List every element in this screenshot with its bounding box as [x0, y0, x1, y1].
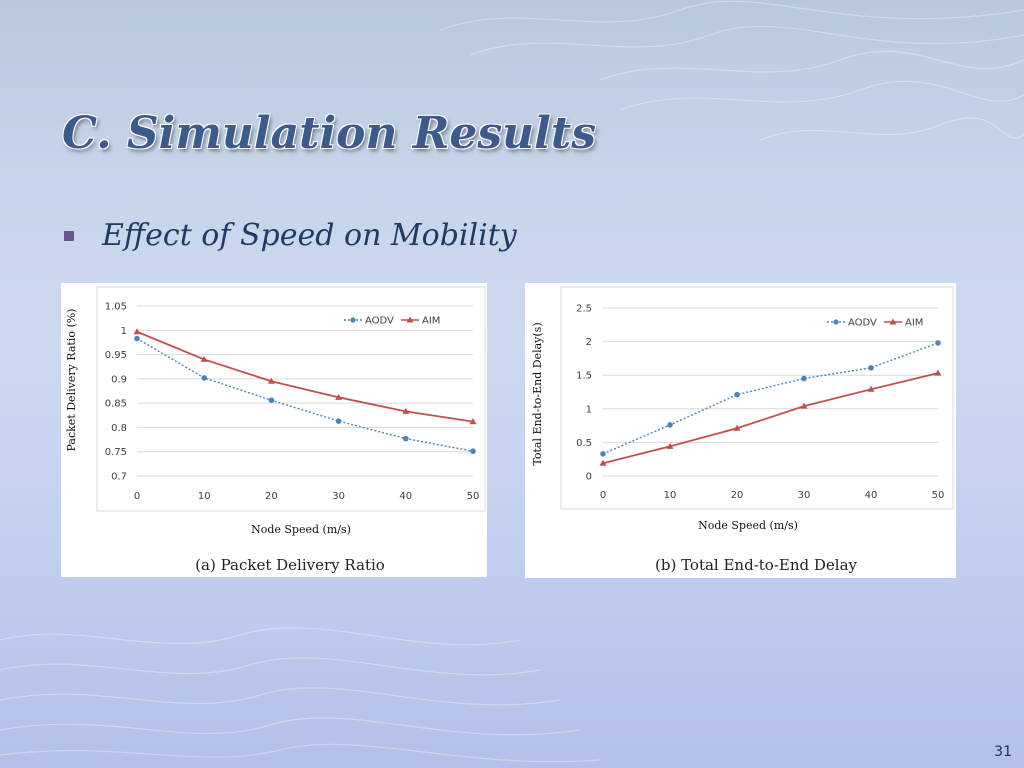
slide-number: 31 — [994, 744, 1012, 760]
data-point-aim — [599, 459, 607, 466]
y-tick-label: 0.5 — [576, 438, 592, 449]
data-point-aodv — [268, 397, 275, 404]
chart-frame — [96, 286, 486, 512]
data-point-aodv — [801, 375, 807, 382]
data-point-aim — [867, 385, 875, 392]
data-point-aodv — [335, 418, 342, 424]
legend-label-aodv: AODV — [365, 316, 394, 327]
chart-end-to-end-delay: 0 0.5 1 1.5 2 2.5 0 10 20 30 40 50 AODV AIM Node Speed… — [531, 286, 954, 574]
x-tick-label: 40 — [865, 490, 878, 501]
figure-caption: (b) Total End-to-End Delay — [655, 556, 858, 574]
square-bullet-icon — [64, 230, 74, 241]
x-tick-label: 0 — [134, 491, 140, 502]
data-point-aim — [335, 393, 343, 400]
bullet-text: Effect of Speed on Mobility — [102, 218, 517, 253]
data-point-aim — [200, 355, 208, 362]
data-point-aodv — [600, 451, 606, 457]
data-point-aodv — [935, 340, 941, 346]
legend-marker-aodv — [350, 317, 356, 323]
slide-title: C. Simulation Results — [62, 108, 596, 159]
figure-packet-delivery-ratio: 0.7 0.75 0.8 0.85 0.9 0.95 1 1.05 0 10 20 30 40 50 AOD… — [61, 283, 487, 577]
bullet-item: Effect of Speed on Mobility — [64, 218, 517, 253]
legend-marker-aodv — [833, 319, 839, 325]
figure-caption: (a) Packet Delivery Ratio — [195, 556, 385, 574]
y-tick-label: 0.75 — [105, 447, 127, 458]
series-line-aodv — [602, 342, 939, 455]
legend-label-aim: AIM — [422, 316, 440, 327]
x-tick-label: 30 — [332, 491, 345, 502]
data-point-aodv — [403, 435, 409, 442]
x-tick-label: 40 — [399, 491, 412, 502]
x-tick-label: 10 — [198, 491, 211, 502]
x-tick-label: 50 — [467, 491, 480, 502]
data-point-aim — [666, 442, 674, 449]
x-tick-label: 0 — [600, 490, 606, 501]
data-point-aim — [469, 418, 477, 425]
y-tick-label: 0.8 — [111, 423, 127, 434]
x-tick-label: 20 — [265, 491, 278, 502]
y-tick-label: 0.85 — [105, 399, 127, 410]
data-point-aodv — [201, 375, 207, 381]
y-tick-label: 2.5 — [576, 304, 592, 315]
x-tick-label: 30 — [798, 490, 811, 501]
data-point-aim — [934, 369, 942, 376]
data-point-aim — [733, 424, 741, 431]
y-tick-label: 0.9 — [111, 374, 127, 385]
y-tick-label: 0.7 — [111, 472, 127, 483]
legend-marker-aim — [406, 316, 414, 323]
data-point-aodv — [470, 448, 476, 455]
y-tick-label: 1 — [586, 404, 592, 415]
figure-end-to-end-delay: 0 0.5 1 1.5 2 2.5 0 10 20 30 40 50 AODV AIM Node Speed… — [525, 283, 956, 578]
legend-marker-aim — [889, 318, 897, 325]
y-tick-label: 1.05 — [105, 302, 127, 313]
data-point-aodv — [734, 391, 740, 398]
data-point-aim — [800, 402, 808, 409]
y-axis-title: Total End-to-End Delay(s) — [531, 322, 544, 465]
data-point-aodv — [134, 335, 140, 342]
data-point-aodv — [868, 365, 874, 371]
data-point-aim — [133, 328, 141, 335]
x-axis-title: Node Speed (m/s) — [251, 523, 351, 536]
data-point-aim — [402, 407, 410, 414]
data-point-aodv — [667, 422, 673, 428]
series-line-aim — [602, 372, 939, 465]
y-tick-label: 1.5 — [576, 371, 592, 382]
x-tick-label: 10 — [664, 490, 677, 501]
legend-label-aodv: AODV — [848, 318, 877, 329]
y-tick-label: 0 — [586, 472, 592, 483]
x-tick-label: 50 — [932, 490, 945, 501]
chart-packet-delivery-ratio: 0.7 0.75 0.8 0.85 0.9 0.95 1 1.05 0 10 20 30 40 50 AOD… — [65, 286, 486, 574]
series-line-aodv — [136, 337, 474, 452]
series-line-aim — [136, 330, 474, 423]
legend-label-aim: AIM — [905, 318, 923, 329]
chart-frame — [560, 286, 954, 510]
x-axis-title: Node Speed (m/s) — [698, 519, 798, 532]
y-tick-label: 1 — [121, 326, 127, 337]
x-tick-label: 20 — [731, 490, 744, 501]
data-point-aim — [267, 377, 275, 384]
y-tick-label: 2 — [586, 337, 592, 348]
y-axis-title: Packet Delivery Ratio (%) — [65, 309, 78, 452]
y-tick-label: 0.95 — [105, 350, 127, 361]
